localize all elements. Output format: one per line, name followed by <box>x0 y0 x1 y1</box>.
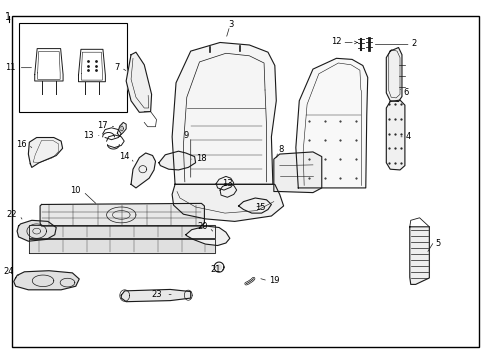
Text: 3: 3 <box>228 20 233 29</box>
Text: 4: 4 <box>405 132 410 141</box>
Polygon shape <box>29 225 215 238</box>
Text: 13: 13 <box>222 179 233 188</box>
Text: 11: 11 <box>5 63 16 72</box>
Polygon shape <box>131 153 155 188</box>
Text: 6: 6 <box>402 88 407 97</box>
Polygon shape <box>17 220 56 241</box>
Text: 16: 16 <box>16 140 27 149</box>
Polygon shape <box>126 52 151 112</box>
Text: 5: 5 <box>434 238 440 248</box>
Polygon shape <box>238 198 271 213</box>
Polygon shape <box>295 58 367 188</box>
Text: 19: 19 <box>268 276 279 285</box>
Polygon shape <box>159 151 195 170</box>
Polygon shape <box>172 42 276 184</box>
Text: 1: 1 <box>5 12 11 22</box>
Polygon shape <box>117 122 126 136</box>
Text: 13: 13 <box>83 130 94 139</box>
Text: 22: 22 <box>7 210 17 219</box>
Text: 14: 14 <box>119 152 129 161</box>
Bar <box>19 23 127 112</box>
Text: 20: 20 <box>197 222 207 231</box>
Text: 24: 24 <box>3 267 14 276</box>
Polygon shape <box>273 152 321 193</box>
Polygon shape <box>40 203 204 226</box>
Text: 17: 17 <box>97 122 107 130</box>
Text: 12: 12 <box>330 37 341 46</box>
Polygon shape <box>172 184 283 221</box>
Polygon shape <box>386 100 404 170</box>
Text: 8: 8 <box>278 145 284 154</box>
Text: 21: 21 <box>210 266 221 274</box>
Text: 7: 7 <box>114 63 120 72</box>
Text: 10: 10 <box>70 186 81 195</box>
Polygon shape <box>28 138 62 167</box>
Polygon shape <box>14 271 79 290</box>
Text: 23: 23 <box>151 290 162 299</box>
Text: 2: 2 <box>411 39 416 48</box>
Text: 9: 9 <box>183 130 188 139</box>
Polygon shape <box>409 227 428 284</box>
Polygon shape <box>386 48 401 102</box>
Polygon shape <box>121 289 190 302</box>
Text: 18: 18 <box>195 154 206 163</box>
Polygon shape <box>185 226 229 246</box>
Polygon shape <box>216 265 221 270</box>
Polygon shape <box>29 239 215 253</box>
Text: 15: 15 <box>255 202 265 211</box>
